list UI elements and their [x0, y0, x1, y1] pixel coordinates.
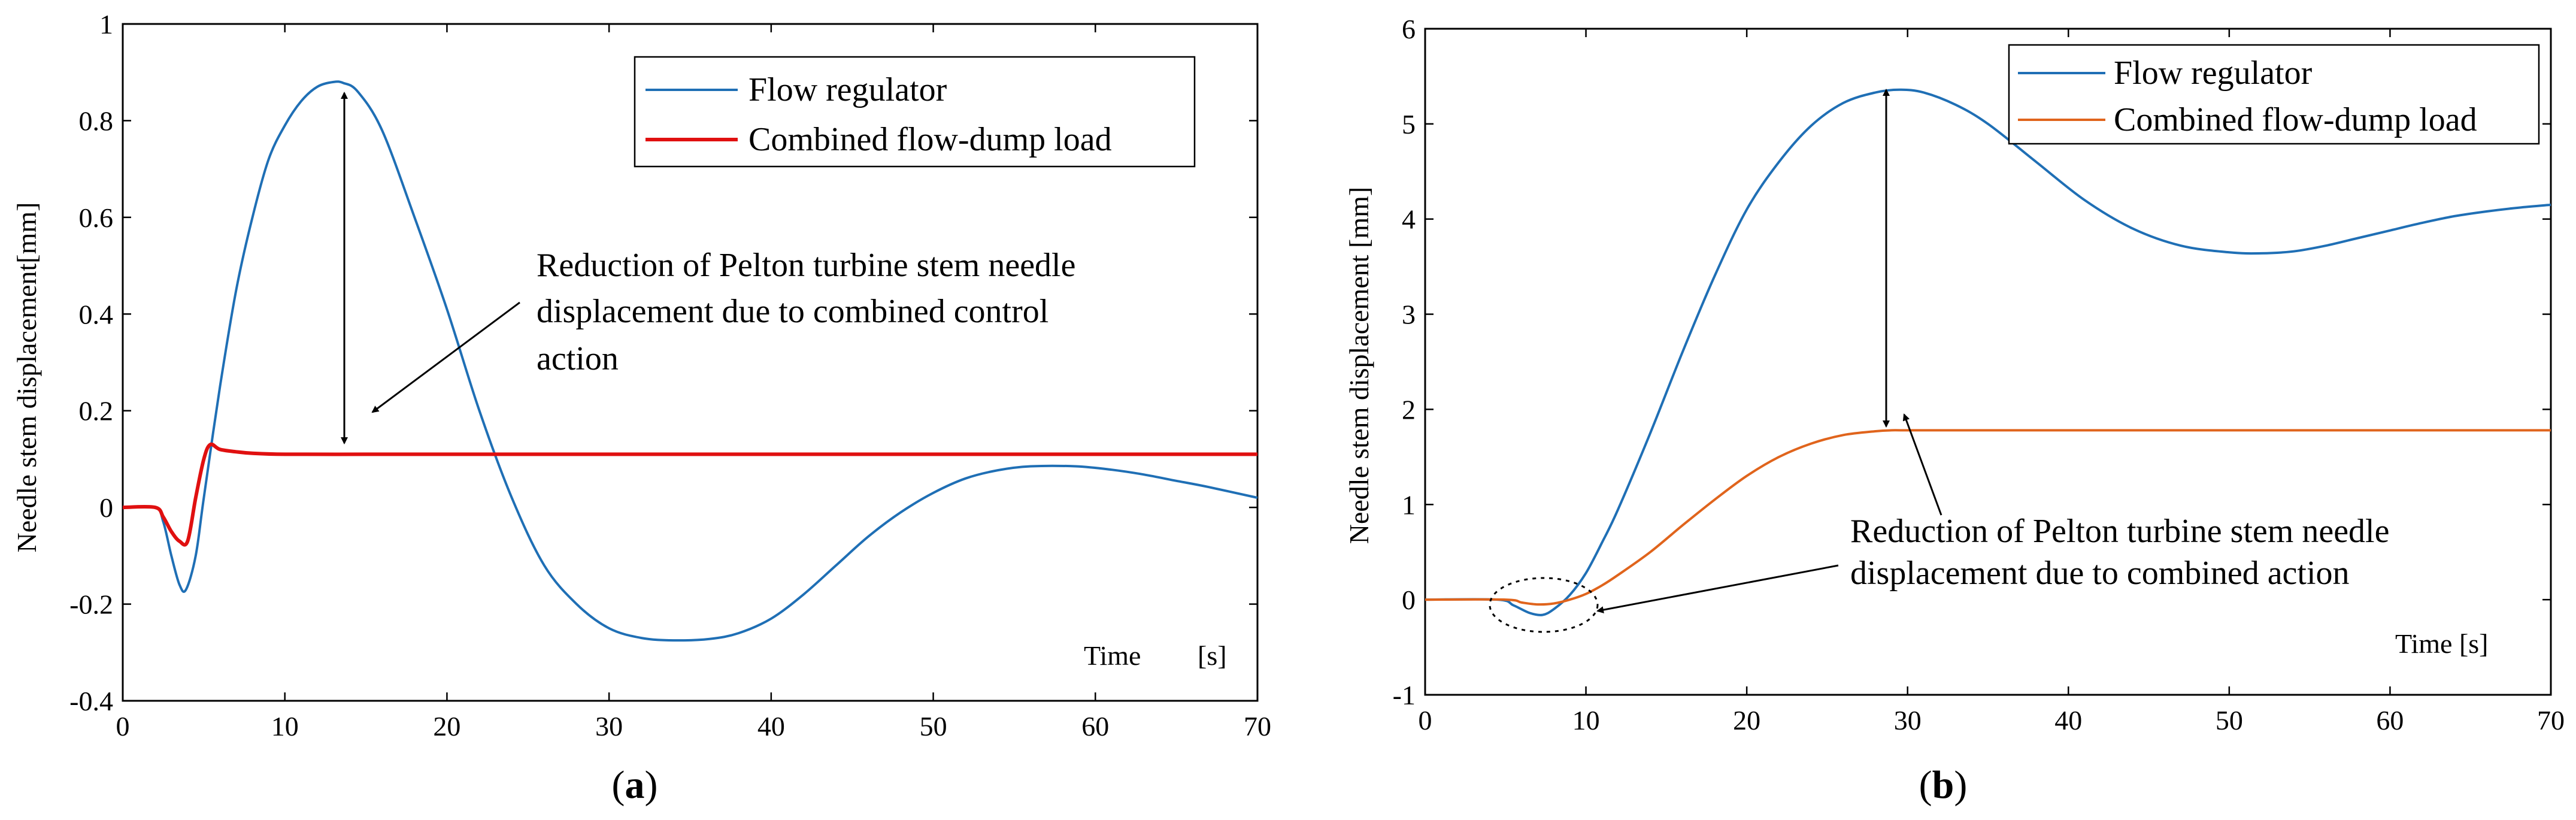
- chart-b-xtick-label: 20: [1733, 705, 1760, 736]
- chart-a-series: [122, 80, 1258, 642]
- chart-a-ytick-label: 1: [99, 9, 113, 40]
- chart-a-xtick-label: 40: [757, 711, 785, 742]
- chart-a-annotation-line-2: displacement due to combined control: [537, 293, 1048, 330]
- chart-a-annotation-line-3: action: [537, 340, 619, 377]
- chart-a-xtick-label: 70: [1244, 711, 1271, 742]
- chart-a-legend-label-combined: Combined flow-dump load: [748, 121, 1112, 158]
- chart-b-annotation-line-1: Reduction of Pelton turbine stem needle: [1850, 513, 2389, 550]
- chart-b-legend-label-combined: Combined flow-dump load: [2114, 101, 2477, 138]
- chart-b-xtick-label: 10: [1572, 705, 1600, 736]
- chart-b-ytick-label: 3: [1402, 299, 1416, 330]
- chart-a-series-combined-flow-dump: [122, 442, 1257, 547]
- chart-a-ytick-label: -0.2: [69, 589, 113, 620]
- chart-b-xtick-label: 30: [1894, 705, 1922, 736]
- chart-a-series-flow-regulator: [122, 80, 1258, 642]
- chart-a-ytick-label: -0.4: [69, 686, 113, 716]
- chart-b-xtick-label: 60: [2376, 705, 2404, 736]
- chart-a-xtick-label: 0: [116, 711, 130, 742]
- chart-a-ytick-label: 0.6: [79, 202, 114, 233]
- chart-a-time-unit: [s]: [1198, 640, 1227, 671]
- chart-a-xtick-label: 20: [433, 711, 460, 742]
- chart-a-annotation-line-1: Reduction of Pelton turbine stem needle: [537, 247, 1075, 284]
- chart-a-pointer-arrow: [371, 301, 520, 413]
- chart-a-legend: Flow regulator Combined flow-dump load: [634, 56, 1196, 168]
- chart-b-legend-box: [2008, 44, 2540, 145]
- chart-b-ytick-label: -1: [1393, 680, 1416, 710]
- chart-a-ticks: 0 10 20 30 40 50 60 70 -0.4 -0.2 0 0.2 0.4 0.6 0.8 1: [69, 9, 1271, 742]
- chart-b-xtick-label: 70: [2537, 705, 2565, 736]
- chart-b-ytick-label: 6: [1402, 14, 1416, 44]
- chart-b-xtick-label: 50: [2216, 705, 2243, 736]
- chart-a-ytick-label: 0.2: [79, 396, 114, 426]
- chart-a-annotation: Reduction of Pelton turbine stem needle …: [341, 92, 1075, 444]
- chart-b-legend-label-flow: Flow regulator: [2114, 55, 2313, 92]
- chart-b-annotation: Reduction of Pelton turbine stem needle …: [1489, 89, 2389, 633]
- chart-b-ytick-label: 1: [1402, 489, 1416, 520]
- chart-b-legend: Flow regulator Combined flow-dump load: [2008, 44, 2540, 145]
- chart-b-xtick-label: 40: [2054, 705, 2082, 736]
- chart-b-pointer-arrow-up: [1902, 413, 1942, 516]
- chart-a-xtick-label: 10: [271, 711, 299, 742]
- chart-b-time-label: Time [s]: [2395, 628, 2489, 659]
- chart-a: 0 10 20 30 40 50 60 70 -0.4 -0.2 0 0.2 0.4 0.6 0.8 1 Ne…: [11, 9, 1271, 807]
- chart-a-ytick-label: 0: [99, 492, 113, 523]
- chart-b-annotation-line-2: displacement due to combined action: [1850, 555, 2350, 592]
- chart-b-ytick-label: 5: [1402, 109, 1416, 140]
- chart-b-pointer-arrow-left: [1596, 564, 1839, 614]
- chart-a-time-label: Time: [1084, 640, 1141, 671]
- chart-a-ylabel: Needle stem displacement[mm]: [11, 202, 42, 552]
- chart-a-axes-box: [122, 23, 1259, 702]
- chart-a-xtick-label: 50: [920, 711, 947, 742]
- chart-a-xtick-label: 60: [1081, 711, 1109, 742]
- chart-b-ytick-label: 4: [1402, 204, 1416, 235]
- chart-b-axes-box: [1424, 28, 2552, 696]
- chart-b-panel-label: (b): [1919, 763, 1968, 807]
- chart-b-ytick-label: 0: [1402, 585, 1416, 615]
- chart-a-legend-box: [634, 56, 1196, 168]
- chart-b-ytick-label: 2: [1402, 394, 1416, 425]
- chart-a-xtick-label: 30: [595, 711, 623, 742]
- chart-b-ylabel: Needle stem displacement [mm]: [1344, 187, 1374, 544]
- chart-a-panel-label: (a): [612, 763, 658, 807]
- chart-b-series-combined-flow-dump: [1425, 429, 2551, 606]
- chart-a-ytick-label: 0.4: [79, 299, 114, 329]
- chart-b-dip-ellipse: [1489, 577, 1599, 633]
- chart-a-ytick-label: 0.8: [79, 105, 114, 136]
- chart-a-legend-label-flow: Flow regulator: [748, 71, 947, 108]
- chart-b-xtick-label: 0: [1419, 705, 1432, 736]
